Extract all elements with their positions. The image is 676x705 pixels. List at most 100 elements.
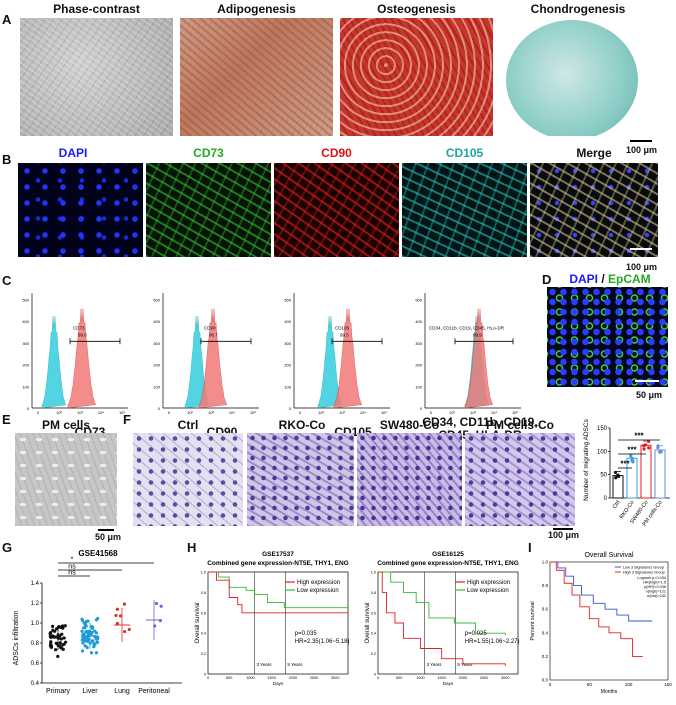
h-ytick: 0.6 xyxy=(371,611,376,615)
i-xtick: 50 xyxy=(587,682,593,687)
f-point xyxy=(614,476,618,480)
i-ytick: 0.2 xyxy=(542,654,549,659)
i-xtick: 0 xyxy=(549,682,552,687)
panel-letter-h: H xyxy=(187,540,197,555)
h-xlabel: Days xyxy=(273,681,284,686)
g-point xyxy=(159,604,163,608)
hist-ytick: 100 xyxy=(415,384,422,389)
f-point xyxy=(616,474,621,478)
hist-xtick: 10³ xyxy=(208,410,214,415)
panel-letter-f: F xyxy=(123,412,131,427)
f-sig-label: *** xyxy=(620,460,630,469)
hist-xtick: 10² xyxy=(56,410,62,415)
h-low-curve xyxy=(208,571,348,609)
hist-ytick: 100 xyxy=(284,384,291,389)
hist-ytick: 400 xyxy=(22,319,29,324)
f-point xyxy=(642,447,646,451)
h-legend-high: High expression xyxy=(297,580,340,586)
hist-ytick: 500 xyxy=(153,298,160,303)
image-rko-co xyxy=(247,433,354,526)
scale-label-a: 100 μm xyxy=(626,145,658,155)
i-stat: n(low)=242 xyxy=(647,594,666,598)
g-point xyxy=(82,626,86,630)
flow-histograms: 0 100 200 300 400 500 0 10² 10³ 10⁴ 10⁵ CD73 99.6 0 10… xyxy=(22,293,521,415)
hist-xtick: 10⁵ xyxy=(119,410,125,415)
title-dapi: DAPI xyxy=(58,146,88,160)
marker-histogram xyxy=(198,308,228,409)
h-ylabel: Overall survival xyxy=(195,602,201,643)
g-point xyxy=(48,634,52,638)
i-stat: Logrank p=0.034 xyxy=(637,576,666,580)
hist-xtick: 0 xyxy=(299,410,302,415)
hist-xtick: 10⁵ xyxy=(381,410,387,415)
h-ytick: 0.4 xyxy=(371,632,376,636)
h-xtick: 2500 xyxy=(310,676,318,680)
title-phase-contrast: Phase-contrast xyxy=(53,2,140,16)
gate-label: CD73 xyxy=(73,325,85,330)
gate-value: 99.6 xyxy=(78,332,87,337)
g-ytick: 1.2 xyxy=(31,601,40,607)
g-point xyxy=(92,642,96,646)
hist-xtick: 10⁵ xyxy=(512,410,518,415)
title-dapi-epcam: DAPI / EpCAM xyxy=(560,272,660,286)
i-ylabel: Percent survival xyxy=(530,601,536,640)
hist-xtick: 10² xyxy=(318,410,324,415)
g-point xyxy=(123,629,127,634)
g-point xyxy=(54,648,58,652)
h-ytick: 0 xyxy=(374,673,376,677)
h-ytick: 0 xyxy=(204,673,206,677)
i-ytick: 0.0 xyxy=(542,678,549,683)
g-point xyxy=(80,638,84,642)
g-ytick: 0.4 xyxy=(31,681,40,687)
title-pm-cells: PM cells xyxy=(41,418,91,432)
infiltration-dot-plot: GSE41568 ADSCs infiltration 0.4 0.6 0.8 1.0 1.… xyxy=(13,549,182,695)
g-point xyxy=(60,632,64,636)
i-title: Overall Survival xyxy=(584,552,633,559)
image-osteogenesis xyxy=(340,18,493,136)
title-pm-cells-co: PM cells-Co xyxy=(485,418,554,432)
h-xtick: 3000 xyxy=(331,676,339,680)
hist-xtick: 10³ xyxy=(470,410,476,415)
image-ctrl xyxy=(133,433,243,526)
g-point xyxy=(115,621,120,626)
scale-bar-f xyxy=(553,528,573,530)
hist-ytick: 200 xyxy=(153,363,160,368)
image-adipogenesis xyxy=(180,18,333,136)
title-cd90: CD90 xyxy=(321,146,352,160)
i-xtick: 150 xyxy=(664,682,672,687)
title-rko-co: RKO-Co xyxy=(278,418,326,432)
g-point xyxy=(83,644,87,648)
h-xtick: 1000 xyxy=(246,676,254,680)
image-phase-contrast xyxy=(20,18,173,136)
title-epcam-part: EpCAM xyxy=(608,272,651,286)
i-stat: HR(high)=1.5 xyxy=(643,581,666,585)
h-subtitle: Combined gene expression-NT5E, THY1, ENG xyxy=(377,560,519,567)
h-hr: HR=1.55(1.06~2.27) xyxy=(465,639,520,645)
i-legend-high: High 3 Signatures Group xyxy=(623,571,665,575)
f-ylabel: Number of migrating ADSCs xyxy=(583,418,590,500)
f-ytick: 0 xyxy=(604,496,608,502)
h-xtick: 1000 xyxy=(416,676,424,680)
panel-letter-i: I xyxy=(528,540,532,555)
image-dapi xyxy=(18,163,143,257)
g-point xyxy=(51,628,55,632)
g-point xyxy=(93,629,97,633)
h-ytick: 0.8 xyxy=(201,591,206,595)
hist-xtick: 10² xyxy=(449,410,455,415)
g-category: Liver xyxy=(82,688,98,695)
migration-bar-chart: Number of migrating ADSCs 050100150CtrlRK… xyxy=(583,418,670,527)
hist-xtick: 10³ xyxy=(77,410,83,415)
panel-letter-g: G xyxy=(2,540,13,555)
i-ytick: 0.6 xyxy=(542,607,549,612)
g-point xyxy=(94,651,99,655)
f-ytick: 100 xyxy=(597,449,608,455)
h-year-label: 5 Years xyxy=(457,662,473,667)
g-point xyxy=(118,614,123,618)
g-category: Peritoneal xyxy=(138,688,170,695)
hist-xtick: 10² xyxy=(187,410,193,415)
h-pvalue: p=0.035 xyxy=(295,631,318,637)
title-dapi-part: DAPI xyxy=(569,272,598,286)
h-subtitle: Combined gene expression-NT5E, THY1, ENG xyxy=(207,560,349,567)
g-sig-label: ns xyxy=(68,564,76,571)
h-ytick: 1.0 xyxy=(201,571,206,575)
